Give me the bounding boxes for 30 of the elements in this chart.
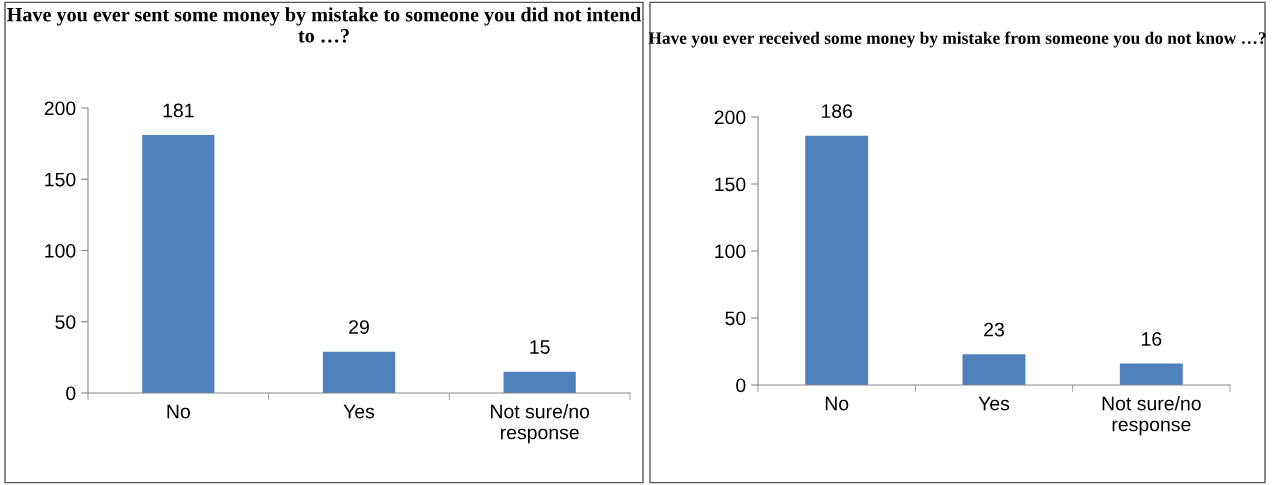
data-label: 23 [984,322,1004,337]
data-label: 186 [821,104,853,119]
chart-title: Have you ever received some money by mistake from someone you do not know …? [648,31,1266,48]
x-tick-label: Yes [978,396,1010,411]
bar [1119,363,1183,385]
x-tick-label: Not sure/no response [491,404,590,444]
chart-title: Have you ever sent some money by mistake to someone you did not intend to …? [7,7,642,43]
bar [805,135,869,385]
bar [962,354,1026,385]
data-label: 29 [349,320,369,334]
data-label: 181 [163,103,194,118]
bar [503,371,576,393]
y-tick-label: 50 [55,315,76,329]
y-tick-label: 150 [715,177,746,192]
x-tick-label: Yes [343,404,375,419]
x-tick-label: Not sure/no response [1102,396,1201,436]
y-tick-label: 50 [725,311,746,326]
data-label: 16 [1142,332,1162,346]
bar [142,135,215,393]
bar [322,351,396,393]
y-tick-label: 100 [45,243,76,258]
data-label: 15 [530,340,550,354]
y-tick-label: 0 [736,378,746,393]
y-tick-label: 200 [714,110,746,125]
y-tick-label: 150 [45,172,76,187]
y-tick-label: 200 [44,101,76,116]
x-tick-label: No [825,396,849,411]
y-tick-label: 0 [66,386,76,401]
x-tick-label: No [167,404,190,419]
y-tick-label: 100 [715,244,746,259]
